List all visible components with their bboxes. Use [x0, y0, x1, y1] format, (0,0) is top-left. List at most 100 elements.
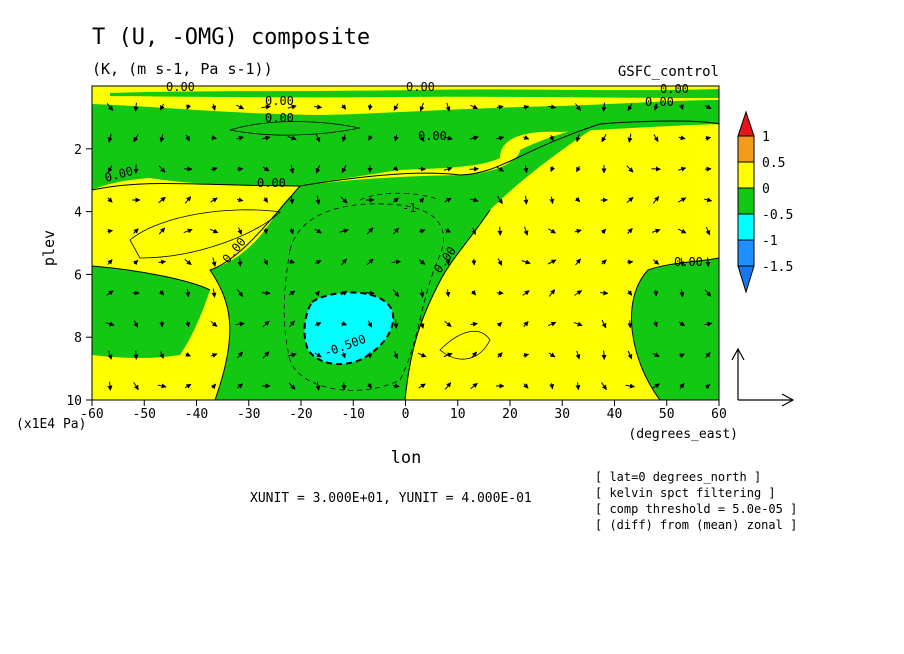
wind-arrow: [314, 104, 323, 110]
wind-arrow: [548, 104, 557, 110]
green-region-top: [110, 89, 719, 98]
wind-arrow: [133, 320, 139, 328]
wind-arrow: [679, 257, 685, 267]
contour-label: 0.00: [265, 94, 294, 108]
wind-arrow: [704, 384, 711, 390]
x-tick-label: -20: [289, 407, 312, 422]
wind-arrow: [236, 135, 244, 141]
wind-arrow: [210, 166, 218, 172]
wind-arrow: [392, 383, 400, 389]
wind-arrow: [419, 134, 425, 142]
wind-arrow: [133, 228, 139, 234]
wind-arrow: [574, 228, 582, 234]
wind-arrow: [549, 135, 554, 142]
wind-arrow: [576, 165, 581, 173]
green-region-upper: [92, 100, 719, 190]
wind-arrow: [107, 133, 113, 143]
chart-title: T (U, -OMG) composite: [92, 25, 370, 50]
note-line: [ comp threshold = 5.0e-05 ]: [595, 502, 797, 516]
wind-arrow: [315, 381, 321, 391]
vector-unit-text: XUNIT = 3.000E+01, YUNIT = 4.000E-01: [250, 491, 532, 506]
colorbar-cell: [737, 187, 755, 215]
wind-arrow: [523, 320, 529, 327]
contour-label: 0.00: [257, 176, 286, 190]
wind-arrow: [132, 259, 139, 266]
wind-arrow: [209, 228, 219, 234]
wind-arrow: [368, 135, 374, 141]
wind-arrow: [705, 226, 711, 236]
x-tick-label: 60: [711, 407, 727, 422]
wind-arrow: [159, 351, 165, 359]
wind-arrow: [183, 228, 193, 234]
wind-arrow: [548, 352, 556, 358]
wind-arrow: [158, 227, 166, 235]
x-tick-label: 50: [659, 407, 675, 422]
y-tick-label: 2: [74, 143, 82, 158]
note-line: [ lat=0 degrees_north ]: [595, 470, 761, 484]
wind-arrow: [341, 165, 347, 174]
wind-arrow: [575, 258, 581, 266]
wind-arrow: [679, 353, 685, 359]
wind-arrow: [601, 133, 607, 143]
wind-arrow: [523, 383, 529, 389]
wind-arrow: [419, 102, 425, 112]
x-tick-label: -10: [342, 407, 365, 422]
wind-arrow: [366, 227, 374, 235]
wind-arrow: [107, 229, 113, 234]
wind-arrow: [340, 258, 348, 266]
wind-arrow: [210, 353, 218, 358]
wind-arrow: [678, 135, 686, 141]
wind-arrow: [236, 104, 245, 110]
wind-arrow: [444, 321, 452, 327]
wind-arrow: [496, 104, 504, 110]
wind-arrow: [497, 258, 503, 266]
wind-arrow: [289, 259, 295, 264]
wind-arrow: [601, 319, 607, 329]
wind-arrow: [106, 290, 114, 296]
wind-arrow: [159, 133, 165, 143]
wind-arrow: [600, 290, 609, 296]
wind-arrow: [133, 381, 139, 391]
colorbar-cell: [737, 239, 755, 267]
wind-arrow: [339, 228, 349, 234]
wind-arrow: [496, 135, 505, 141]
wind-arrow: [107, 197, 113, 203]
wind-arrow: [211, 288, 217, 298]
x-tick-label: 40: [607, 407, 623, 422]
wind-arrow: [184, 196, 192, 204]
wind-arrow: [366, 258, 374, 266]
wind-arrow: [314, 260, 322, 265]
x-tick-label: -30: [237, 407, 260, 422]
wind-arrow: [469, 166, 479, 172]
wind-arrow: [235, 321, 245, 327]
wind-arrow: [106, 103, 114, 111]
x-tick-label: 0: [402, 407, 410, 422]
wind-arrow: [236, 197, 244, 203]
wind-arrow: [601, 259, 607, 265]
note-line: [ kelvin spct filtering ]: [595, 486, 776, 500]
wind-arrow: [575, 350, 581, 360]
wind-arrow: [107, 381, 113, 391]
wind-arrow: [417, 352, 427, 358]
wind-arrow: [445, 289, 451, 298]
wind-arrow: [705, 136, 712, 141]
wind-arrow: [391, 259, 401, 265]
wind-arrow: [651, 228, 661, 234]
wind-arrow: [419, 288, 425, 298]
wind-arrow: [341, 351, 346, 359]
wind-arrow: [625, 383, 635, 389]
wind-arrow: [262, 166, 270, 172]
contour-label: 0.00: [418, 129, 447, 143]
wind-arrow: [704, 197, 713, 203]
green-region-left: [92, 266, 210, 359]
wind-arrow: [574, 196, 581, 203]
wind-arrow: [470, 382, 478, 390]
colorbar: 1 0.5 0 -0.5 -1 -1.5: [737, 110, 793, 294]
wind-arrow: [289, 164, 295, 174]
wind-arrow: [679, 321, 685, 327]
colorbar-label: -1.5: [762, 260, 793, 275]
colorbar-label: 0: [762, 182, 770, 197]
wind-arrow: [261, 290, 271, 296]
wind-arrow: [237, 166, 244, 172]
colorbar-cell: [737, 213, 755, 241]
